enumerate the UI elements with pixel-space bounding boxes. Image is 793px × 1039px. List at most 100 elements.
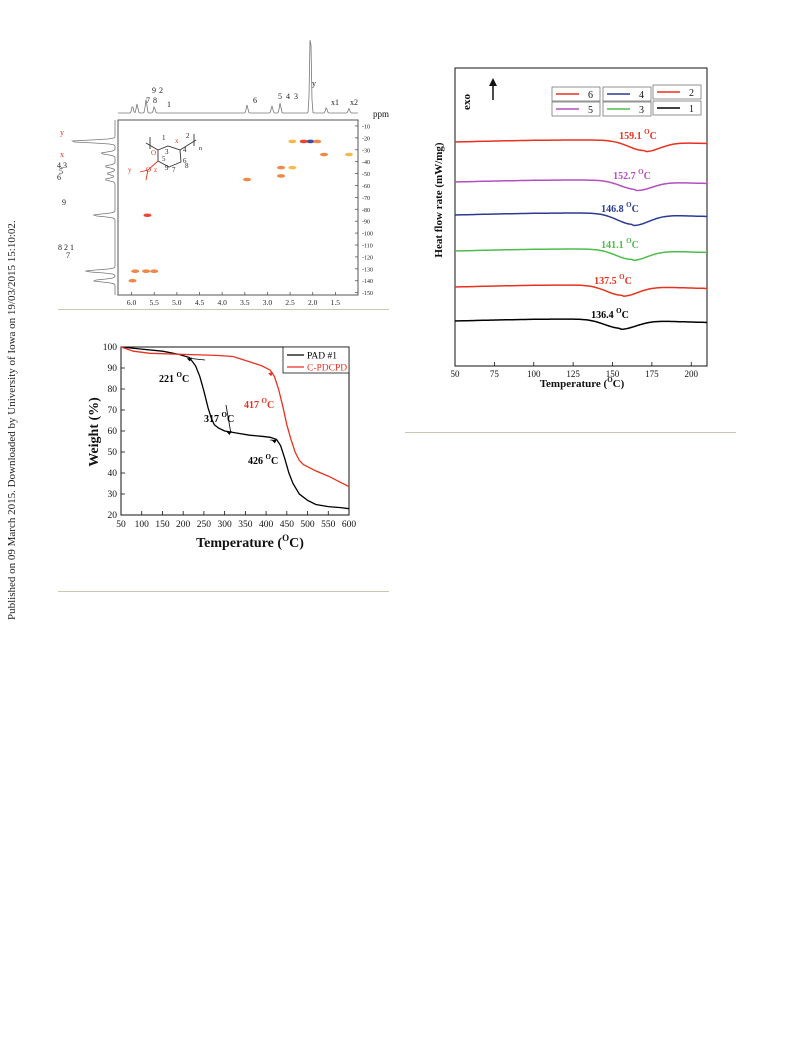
tga-x-tick-label: 300 [218, 520, 233, 530]
tga-y-tick-label: 70 [108, 406, 118, 416]
tga-annotation: 221 OC [159, 371, 189, 385]
dsc-legend-label: 6 [588, 90, 593, 101]
nmr-x-tick-label: 5.5 [150, 298, 160, 307]
dsc-tg-label: 137.5 OC [594, 273, 632, 287]
tga-legend: PAD #1 C-PDCPD [282, 346, 350, 374]
structure-label: 3 [165, 148, 169, 156]
dsc-y-axis-label: Heat flow rate (mW/mg) [433, 142, 445, 257]
tga-y-tick-label: 80 [108, 385, 118, 395]
nmr-left-peak-label: 6 [57, 173, 61, 182]
dsc-x-tick-label: 75 [490, 369, 500, 379]
tga-axes: 50 100 150 200 250 300 350 400 450 500 550 600 20 30 4… [103, 343, 357, 530]
nmr-y-tick-label: -100 [362, 232, 373, 238]
nmr-x-tick-label: 2.0 [308, 298, 318, 307]
nmr-x-ticks: 6.0 5.5 5.0 4.5 4.0 3.5 3.0 2.5 2.0 1.5 [127, 292, 340, 307]
dsc-exo-label: exo [461, 94, 473, 110]
tga-legend-label: C-PDCPD [307, 364, 347, 374]
tga-annotation-arrow [225, 404, 232, 433]
dsc-x-axis-label: Temperature (OC) [540, 376, 625, 390]
tga-y-tick-label: 20 [108, 511, 118, 521]
tga-annotation-arrowhead [226, 431, 232, 435]
nmr-cross-peak [277, 165, 286, 170]
nmr-y-ticks: -10 -20 -30 -40 -50 -60 -70 -80 -90 -100 -110 -120 -… [355, 124, 373, 297]
tga-x-tick-label: 400 [259, 520, 274, 530]
dsc-series-line [454, 179, 708, 192]
nmr-y-tick-label: -70 [362, 196, 370, 202]
structure-label: 2 [186, 132, 190, 140]
tga-x-tick-label: 200 [176, 520, 191, 530]
nmr-y-tick-label: -30 [362, 148, 370, 154]
nmr-x-tick-label: 3.5 [240, 298, 250, 307]
dsc-tg-label: 146.8 OC [601, 201, 639, 215]
nmr-top-peak-label: 8 [153, 96, 157, 105]
dsc-axes: 50 75 100 125 150 175 200 [451, 67, 708, 379]
nmr-top-peak-label: 1 [167, 100, 171, 109]
structure-label: x [175, 137, 179, 145]
nmr-y-tick-label: -140 [362, 279, 373, 285]
nmr-cross-peak [243, 177, 252, 182]
tga-series-line [120, 346, 350, 488]
nmr-y-tick-label: -90 [362, 220, 370, 226]
nmr-y-tick-label: -80 [362, 208, 370, 214]
tga-y-tick-label: 30 [108, 490, 118, 500]
nmr-left-peak-label: 7 [66, 251, 70, 260]
dsc-legend-label: 3 [639, 105, 644, 116]
nmr-cross-peak [128, 278, 137, 283]
nmr-left-peak-label: 5 [59, 167, 63, 176]
structure-label: 6 [183, 157, 187, 165]
dsc-series-line [454, 212, 708, 227]
nmr-cross-peak [299, 139, 308, 144]
nmr-y-tick-label: -10 [362, 124, 370, 130]
nmr-top-projection: 9 27 8 1 6 5 4 3 y x1 x2 [118, 40, 358, 114]
nmr-cross-peak [313, 139, 322, 144]
structure-label: 5 [162, 155, 166, 163]
tga-annotation-arrowhead [186, 357, 192, 362]
nmr-cross-peak [306, 139, 315, 144]
tga-series [120, 346, 350, 510]
dsc-legend-label: 1 [689, 104, 694, 115]
nmr-cross-peak [320, 152, 329, 157]
nmr-left-peak-label: 9 [62, 198, 66, 207]
nmr-top-peak-label: 7 [146, 96, 150, 105]
tga-annotation-arrowhead [271, 439, 277, 444]
tga-x-tick-label: 150 [155, 520, 170, 530]
nmr-left-projection: y x 4,356 9 8 2 17 [57, 120, 116, 295]
nmr-y-tick-label: -60 [362, 184, 370, 190]
tga-y-tick-label: 90 [108, 364, 118, 374]
nmr-top-peak-label: y [312, 79, 316, 88]
dsc-x-tick-label: 150 [606, 369, 620, 379]
tga-x-tick-label: 250 [197, 520, 212, 530]
nmr-x-tick-label: 5.0 [172, 298, 182, 307]
tga-annotation: 417 OC [244, 397, 274, 411]
tga-annotation: 426 OC [248, 453, 278, 467]
structure-bonds [145, 134, 197, 151]
tga-y-tick-label: 100 [103, 343, 118, 353]
dsc-series-line [454, 318, 708, 330]
divider-3 [405, 432, 736, 433]
tga-annotation-arrow [190, 358, 206, 361]
tga-legend-box [282, 346, 350, 374]
dsc-tg-label: 141.1 OC [601, 237, 639, 251]
dsc-tg-label: 159.1 OC [619, 128, 657, 142]
tga-x-tick-label: 100 [135, 520, 150, 530]
nmr-top-peak-label: 4 [286, 92, 290, 101]
dsc-frame [454, 67, 708, 367]
structure-n: n [199, 146, 202, 152]
tga-y-tick-label: 40 [108, 469, 118, 479]
structure-label: O [146, 166, 151, 174]
nmr-top-peak-label: 6 [253, 96, 257, 105]
dsc-series-line [454, 284, 708, 297]
nmr-x-tick-label: 1.5 [331, 298, 341, 307]
tga-y-tick-label: 50 [108, 448, 118, 458]
tga-annotations: 221 OC 317 OC 426 OC 417 OC [159, 357, 278, 467]
nmr-left-peak-label: 4,3 [57, 161, 67, 170]
nmr-cross-peak [344, 152, 353, 157]
dsc-x-tick-label: 125 [566, 369, 580, 379]
nmr-x-tick-label: 6.0 [127, 298, 137, 307]
dsc-x-tick-label: 200 [685, 369, 699, 379]
tga-x-tick-label: 50 [116, 520, 126, 530]
nmr-top-peak-label: x2 [350, 98, 358, 107]
